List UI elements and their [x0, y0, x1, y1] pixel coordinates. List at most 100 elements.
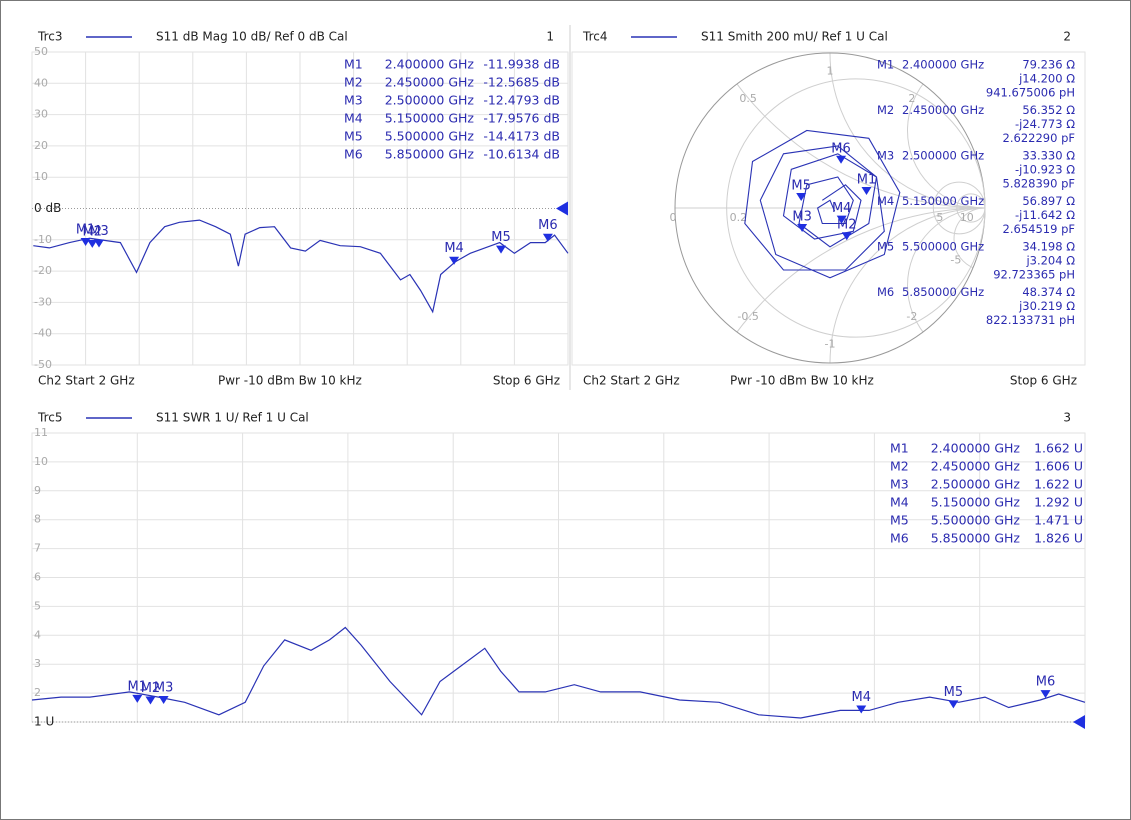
y-tick-label: 3 — [34, 657, 41, 670]
marker-triangle — [861, 186, 872, 195]
marker-triangle — [797, 223, 808, 232]
reactance-label: 2 — [908, 92, 915, 105]
marker-table-value: -14.4173 dB — [483, 129, 560, 144]
y-tick-label: 11 — [34, 426, 48, 439]
marker-label: M5 — [944, 685, 964, 700]
y-tick-label: 4 — [34, 628, 41, 641]
marker-table-name: M5 — [890, 513, 909, 528]
marker-table-value: -11.9938 dB — [483, 57, 560, 72]
marker-table-freq: 5.850000 GHz — [902, 285, 984, 299]
window-number: 1 — [546, 30, 554, 44]
trace-name: Trc3 — [37, 30, 62, 44]
marker-table-name: M1 — [890, 441, 909, 456]
marker-table-name: M6 — [877, 285, 894, 299]
marker-reactance: j14.200 Ω — [1018, 72, 1075, 86]
marker-table-name: M1 — [877, 58, 894, 72]
marker-table-name: M3 — [877, 149, 894, 163]
plot-area — [571, 51, 1086, 366]
marker-label: M3 — [154, 681, 174, 696]
marker-table-name: M2 — [344, 75, 363, 90]
resistance-label: 0.2 — [730, 211, 748, 224]
marker-table-freq: 2.500000 GHz — [902, 149, 984, 163]
marker-element: 941.675006 pH — [986, 86, 1075, 100]
marker-label: M3 — [89, 224, 109, 239]
marker-table-name: M1 — [344, 57, 363, 72]
marker-table-name: M4 — [877, 194, 894, 208]
marker-resistance: 56.897 Ω — [1022, 194, 1075, 208]
y-tick-label: 30 — [34, 108, 48, 121]
marker-element: 5.828390 pF — [1003, 177, 1075, 191]
marker-triangle — [948, 700, 959, 709]
marker-resistance: 48.374 Ω — [1022, 285, 1075, 299]
marker-element: 822.133731 pH — [986, 313, 1075, 327]
marker-triangle — [449, 256, 460, 265]
marker-element: 92.723365 pH — [993, 268, 1075, 282]
trace-name: Trc4 — [582, 30, 607, 44]
footer-power: Pwr -10 dBm Bw 10 kHz — [218, 374, 362, 388]
marker-table-name: M4 — [344, 111, 363, 126]
trace-name: Trc5 — [37, 411, 62, 425]
resistance-label: 5 — [936, 211, 943, 224]
marker-table-freq: 5.500000 GHz — [902, 240, 984, 254]
marker-label: M1 — [128, 679, 148, 694]
marker-reactance: -j24.773 Ω — [1015, 117, 1075, 131]
marker-table-freq: 5.850000 GHz — [385, 147, 475, 162]
marker-triangle — [836, 215, 847, 224]
marker-label: M3 — [792, 209, 812, 224]
marker-table-freq: 5.150000 GHz — [931, 495, 1021, 510]
reactance-label: 1 — [827, 65, 834, 78]
marker-label: M4 — [851, 690, 871, 705]
footer-start: Ch2 Start 2 GHz — [583, 374, 680, 388]
marker-table-freq: 5.150000 GHz — [385, 111, 475, 126]
marker-triangle — [1040, 690, 1051, 699]
marker-table-value: 1.292 U — [1034, 495, 1083, 510]
marker-table-name: M4 — [890, 495, 909, 510]
reactance-label: 0.5 — [739, 92, 757, 105]
marker-table-value: -12.4793 dB — [483, 93, 560, 108]
marker-table-name: M6 — [344, 147, 363, 162]
marker-reactance: -j10.923 Ω — [1015, 163, 1075, 177]
marker-label: M5 — [791, 179, 811, 194]
marker-triangle — [836, 155, 847, 164]
y-tick-label: 50 — [34, 45, 48, 58]
marker-table-name: M5 — [344, 129, 363, 144]
resistance-label: 10 — [960, 211, 974, 224]
marker-label: M6 — [538, 218, 558, 233]
y-tick-label: 20 — [34, 139, 48, 152]
reference-marker — [1073, 715, 1085, 729]
marker-table-name: M3 — [344, 93, 363, 108]
marker-triangle — [94, 239, 104, 248]
marker-table-value: 1.826 U — [1034, 531, 1083, 546]
footer-power: Pwr -10 dBm Bw 10 kHz — [730, 374, 874, 388]
marker-resistance: 33.330 Ω — [1022, 149, 1075, 163]
y-tick-label: 5 — [34, 599, 41, 612]
marker-table-value: 1.662 U — [1034, 441, 1083, 456]
reactance-label: -1 — [825, 337, 836, 350]
marker-triangle — [796, 193, 807, 202]
marker-table-freq: 5.850000 GHz — [931, 531, 1021, 546]
y-tick-label: 9 — [34, 484, 41, 497]
marker-label: M4 — [832, 201, 852, 216]
marker-table-freq: 5.150000 GHz — [902, 194, 984, 208]
trace-title: S11 Smith 200 mU/ Ref 1 U Cal — [701, 30, 888, 44]
marker-label: M5 — [491, 230, 511, 245]
resistance-label: 0 — [670, 211, 677, 224]
resistance-circle — [956, 193, 986, 223]
y-tick-label: -40 — [34, 327, 52, 340]
marker-triangle — [841, 232, 852, 241]
reactance-arc — [953, 207, 985, 271]
marker-triangle — [158, 696, 169, 705]
marker-table-name: M6 — [890, 531, 909, 546]
y-tick-label: 40 — [34, 76, 48, 89]
marker-triangle — [856, 705, 867, 714]
y-tick-label: 1 U — [34, 715, 54, 729]
window-number: 2 — [1063, 30, 1071, 44]
y-tick-label: 2 — [34, 686, 41, 699]
trace — [31, 626, 1086, 719]
footer-start: Ch2 Start 2 GHz — [38, 374, 135, 388]
marker-reactance: j30.219 Ω — [1018, 299, 1075, 313]
marker-table-value: -10.6134 dB — [483, 147, 560, 162]
marker-resistance: 79.236 Ω — [1022, 58, 1075, 72]
